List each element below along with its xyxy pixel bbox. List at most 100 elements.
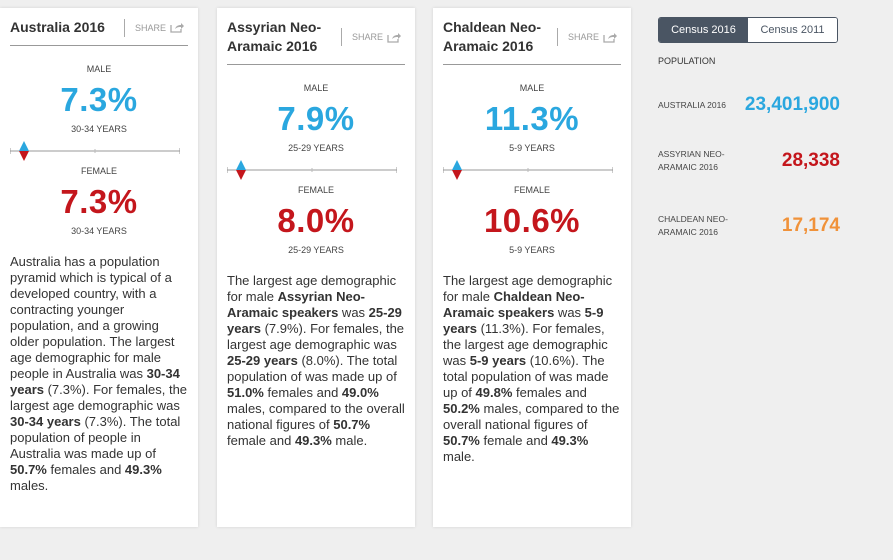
population-row: ASSYRIAN NEO-ARAMAIC 2016 28,338	[658, 148, 840, 174]
text: male.	[331, 433, 368, 448]
percentage: 7.3%	[60, 183, 138, 220]
text: males, compared to the overall national …	[227, 401, 405, 432]
card-title: Australia 2016	[10, 19, 105, 35]
text: females and	[263, 385, 342, 400]
card-title: Assyrian Neo-Aramaic 2016	[227, 19, 322, 54]
bold-text: 51.0%	[227, 385, 264, 400]
share-button[interactable]: SHARE	[557, 28, 618, 46]
age-slider	[227, 160, 397, 180]
population-value: 23,401,900	[744, 94, 840, 115]
bold-text: 49.3%	[551, 433, 589, 448]
share-icon	[387, 32, 402, 43]
share-label: SHARE	[352, 32, 384, 42]
percentage: 8.0%	[277, 202, 355, 239]
age-group: 25-29 YEARS	[288, 245, 344, 255]
share-icon	[603, 32, 618, 43]
description: The largest age demographic for male Ass…	[227, 273, 405, 449]
card: Australia 2016 SHARE MALE 7.3% 30-34 YEARS FE…	[0, 8, 198, 527]
bold-text: 30-34 years	[10, 366, 180, 397]
population-label: ASSYRIAN NEO-ARAMAIC 2016	[658, 149, 725, 172]
text: (10.6%). The total population of was mad…	[443, 353, 609, 400]
text: Australia has a population pyramid which…	[10, 254, 175, 381]
tab[interactable]: Census 2016	[659, 18, 748, 42]
text: (7.3%). For females, the largest age dem…	[10, 382, 188, 413]
female-section: FEMALE 7.3% 30-34 YEARS	[10, 166, 188, 236]
text: males.	[10, 478, 49, 493]
share-label: SHARE	[135, 22, 167, 33]
text: was	[338, 305, 369, 320]
population-value: 28,338	[781, 150, 840, 171]
female-section: FEMALE 8.0% 25-29 YEARS	[227, 185, 405, 255]
card-header: Assyrian Neo-Aramaic 2016 SHARE	[227, 8, 405, 65]
female-section: FEMALE 10.6% 5-9 YEARS	[443, 185, 621, 255]
population-label: CHALDEAN NEO-ARAMAIC 2016	[658, 214, 728, 237]
text: female and	[227, 433, 295, 448]
share-label: SHARE	[568, 32, 600, 42]
population-label: AUSTRALIA 2016	[658, 99, 727, 110]
description: Australia has a population pyramid which…	[10, 254, 188, 494]
age-group: 30-34 YEARS	[71, 226, 127, 236]
age-group: 5-9 YEARS	[509, 143, 555, 153]
card-title: Chaldean Neo-Aramaic 2016	[443, 19, 542, 54]
text: female and	[479, 433, 552, 448]
bold-text: 49.3%	[124, 462, 162, 477]
card-header: Chaldean Neo-Aramaic 2016 SHARE	[443, 8, 621, 65]
population-row: AUSTRALIA 2016 23,401,900	[658, 94, 840, 116]
age-slider	[10, 141, 180, 161]
age-group: 30-34 YEARS	[71, 124, 127, 134]
bold-text: 25-29 years	[227, 305, 402, 336]
age-group: 5-9 YEARS	[509, 245, 555, 255]
male-section: MALE 7.3% 30-34 YEARS	[10, 64, 188, 162]
bold-text: Chaldean Neo-Aramaic speakers	[443, 289, 585, 320]
percentage: 10.6%	[483, 202, 581, 239]
bold-text: 5-9 years	[469, 353, 527, 368]
bold-text: 49.8%	[475, 385, 513, 400]
bold-text: 49.0%	[341, 385, 379, 400]
description: The largest age demographic for male Cha…	[443, 273, 621, 465]
text: females and	[46, 462, 125, 477]
population-row: CHALDEAN NEO-ARAMAIC 2016 17,174	[658, 213, 840, 239]
gender-label: FEMALE	[80, 166, 117, 176]
card-header: Australia 2016 SHARE	[10, 8, 188, 46]
population-value: 17,174	[781, 215, 840, 236]
text: (11.3%). For females, the largest age de…	[443, 321, 608, 368]
text: females and	[512, 385, 587, 400]
bold-text: 50.7%	[10, 462, 47, 477]
age-slider	[443, 160, 613, 180]
bold-text: 30-34 years	[10, 414, 81, 429]
gender-label: FEMALE	[297, 185, 334, 195]
share-icon	[170, 23, 185, 33]
text: (8.0%). The total population of was made…	[227, 353, 398, 384]
bold-text: Assyrian Neo-Aramaic speakers	[227, 289, 365, 320]
share-button[interactable]: SHARE	[341, 28, 402, 46]
bold-text: 50.7%	[443, 433, 480, 448]
text: (7.3%). The total population of people i…	[10, 414, 181, 461]
gender-label: MALE	[86, 64, 112, 74]
gender-label: FEMALE	[513, 185, 550, 195]
gender-label: MALE	[303, 83, 329, 93]
male-section: MALE 7.9% 25-29 YEARS	[227, 83, 405, 181]
text: male.	[443, 449, 475, 464]
text: (7.9%). For females, the largest age dem…	[227, 321, 405, 352]
text: was	[554, 305, 585, 320]
bold-text: 5-9 years	[443, 305, 604, 336]
population-heading: POPULATION	[658, 56, 716, 66]
card: Chaldean Neo-Aramaic 2016 SHARE MALE 11.3% 5…	[433, 8, 631, 527]
gender-label: MALE	[519, 83, 545, 93]
bold-text: 49.3%	[294, 433, 332, 448]
percentage: 7.9%	[277, 100, 355, 137]
card: Assyrian Neo-Aramaic 2016 SHARE MALE 7.9% 25…	[217, 8, 415, 527]
bold-text: 50.2%	[443, 401, 480, 416]
tabs: Census 2016 Census 2011	[658, 17, 838, 43]
percentage: 7.3%	[60, 81, 138, 118]
text: males, compared to the overall national …	[443, 401, 620, 432]
male-section: MALE 11.3% 5-9 YEARS	[443, 83, 621, 181]
bold-text: 50.7%	[333, 417, 371, 432]
age-group: 25-29 YEARS	[288, 143, 344, 153]
text: The largest age demographic for male	[443, 273, 613, 304]
tab[interactable]: Census 2011	[748, 18, 837, 42]
bold-text: 25-29 years	[227, 353, 298, 368]
percentage: 11.3%	[484, 100, 580, 137]
share-button[interactable]: SHARE	[124, 18, 185, 37]
